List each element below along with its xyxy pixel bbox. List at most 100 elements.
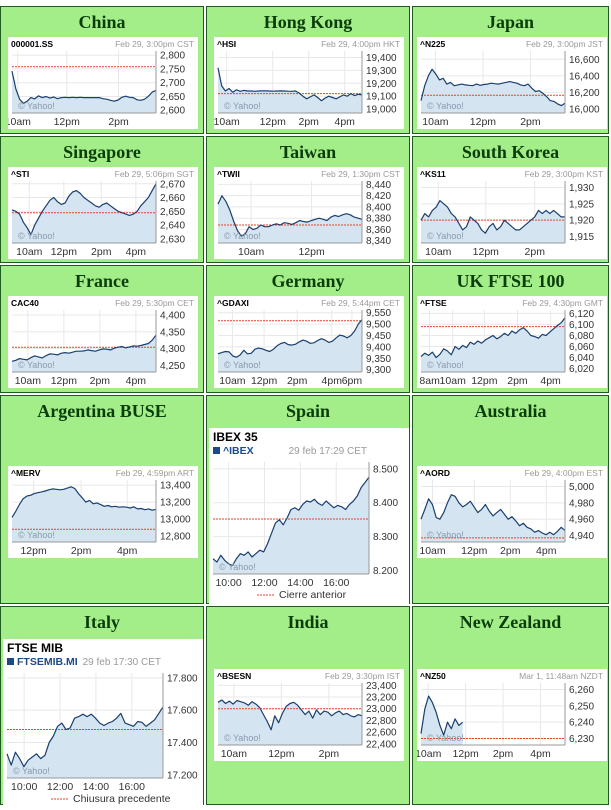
symbol-label[interactable]: ^BSESN — [217, 671, 251, 681]
timestamp: Feb 29, 5:30pm CET — [115, 298, 194, 308]
series-line — [11, 334, 157, 362]
chart-card[interactable]: 2,630 2,640 2,650 2,660 2,670 10am 12pm 2pm 4pm ^… — [8, 167, 198, 259]
x-tick-label: 12pm — [469, 116, 496, 128]
yahoo-watermark: © Yahoo! — [224, 360, 261, 370]
symbol-label[interactable]: ^TWII — [217, 169, 240, 179]
chart-card[interactable]: 4,940 4,960 4,980 5,000 10am 12pm 2pm 4pm ^AORD F… — [416, 466, 607, 558]
market-title: Argentina BUSE — [37, 401, 167, 421]
x-tick-label: 14:00 — [83, 781, 109, 793]
x-tick-label: 12pm — [472, 246, 499, 258]
x-tick-label: 12pm — [268, 748, 295, 760]
symbol-label[interactable]: FTSEMIB.MI — [17, 656, 78, 668]
x-tick-label: 10am — [219, 375, 246, 387]
x-tick-label: 16:00 — [119, 781, 145, 793]
x-tick-label: 12pm — [20, 545, 47, 557]
symbol-label[interactable]: ^GDAXI — [217, 298, 249, 308]
y-tick-label: 8,380 — [366, 214, 391, 225]
symbol-label[interactable]: ^NZ50 — [420, 671, 446, 681]
y-tick-label: 19,300 — [366, 66, 397, 77]
chart-card[interactable]: 22,400 22,600 22,800 23,000 23,200 23,400 10am… — [214, 669, 404, 761]
y-tick-label: 17.400 — [167, 738, 198, 749]
y-tick-label: 22,400 — [366, 739, 397, 750]
series-line — [419, 68, 565, 107]
symbol-label[interactable]: ^MERV — [11, 468, 41, 478]
chart-card[interactable]: 19,000 19,100 19,200 19,300 19,400 10am 12pm 2p… — [214, 37, 404, 129]
timestamp: Feb 29, 3:00pm JST — [525, 39, 602, 49]
symbol-label[interactable]: CAC40 — [11, 298, 39, 308]
market-cell-hong-kong: Hong Kong 19,000 19,100 19,200 19,300 19,400 1… — [206, 6, 410, 134]
timestamp: Feb 29, 3:00pm CST — [115, 39, 194, 49]
chart-card[interactable]: 16,000 16,200 16,400 16,600 10am 12pm 2pm ^N225… — [416, 37, 607, 129]
chart-svg: 16,000 16,200 16,400 16,600 10am 12pm 2pm ^N225… — [419, 39, 603, 128]
market-title: China — [78, 12, 126, 32]
x-tick-label: 2pm — [108, 116, 129, 128]
symbol-label[interactable]: ^HSI — [217, 39, 236, 49]
legend-label: Cierre anterior — [279, 589, 347, 601]
market-title: Singapore — [63, 142, 141, 162]
x-tick-label: 4pm — [126, 375, 147, 387]
market-title: Hong Kong — [263, 12, 353, 32]
chart-card[interactable]: 8,340 8,360 8,380 8,400 8,420 8,440 10am 12pm ^T… — [214, 167, 404, 259]
market-title: Australia — [474, 401, 547, 421]
x-tick-label: 2pm — [91, 246, 112, 258]
series-area — [213, 477, 369, 574]
chart-svg: 4,250 4,300 4,350 4,400 10am 12pm 2pm 4pm CAC40 F… — [11, 298, 194, 387]
series-area — [12, 486, 156, 542]
index-name: IBEX 35 — [213, 430, 258, 444]
chart-card[interactable]: 9,300 9,350 9,400 9,450 9,500 9,550 10am 12pm 2p… — [214, 296, 404, 388]
x-tick-label: 12:00 — [47, 781, 73, 793]
symbol-label[interactable]: ^KS11 — [420, 169, 446, 179]
chart-card[interactable]: 4,250 4,300 4,350 4,400 10am 12pm 2pm 4pm CAC40 F… — [8, 296, 198, 388]
x-tick-label: 10am — [16, 246, 43, 258]
chart-card[interactable]: 8.200 8.300 8.400 8.500 10:00 12:00 14:00 16:00… — [209, 428, 409, 606]
y-tick-label: 23,400 — [366, 681, 397, 692]
y-tick-label: 2,700 — [160, 78, 185, 89]
y-tick-label: 5,000 — [569, 482, 594, 493]
symbol-label[interactable]: ^STI — [11, 169, 29, 179]
timestamp: Feb 29, 5:44pm CET — [321, 298, 400, 308]
series-area — [420, 696, 463, 745]
symbol-label[interactable]: ^AORD — [420, 468, 450, 478]
chart-card[interactable]: 17.200 17.400 17.600 17.800 10:00 12:00 14:00 1… — [3, 639, 203, 810]
market-cell-italy: Italy 17.200 17.400 17.600 17.800 10:00 12:00 1… — [0, 606, 204, 810]
symbol-label[interactable]: 000001.SS — [11, 39, 53, 49]
x-tick-label: 4pm — [540, 375, 561, 387]
market-cell-france: France 4,250 4,300 4,350 4,400 10am 12pm 2pm 4pm… — [0, 265, 204, 393]
x-tick-label: 10am — [238, 246, 265, 258]
y-tick-label: 8.300 — [373, 532, 398, 543]
y-tick-label: 8,360 — [366, 225, 391, 236]
x-tick-label: 10am — [15, 375, 42, 387]
y-tick-label: 17.600 — [167, 706, 198, 717]
chart-card[interactable]: 6,020 6,040 6,060 6,080 6,100 6,120 8am 10am 12p… — [416, 296, 607, 388]
y-tick-label: 19,100 — [366, 92, 397, 103]
timestamp: Feb 29, 3:00pm KST — [524, 169, 602, 179]
chart-card[interactable]: 2,600 2,650 2,700 2,750 2,800 10am 12pm 2pm 0000… — [8, 37, 198, 129]
x-tick-label: 4pm — [530, 748, 551, 760]
chart-card[interactable]: 12,800 13,000 13,200 13,400 12pm 2pm 4pm ^MERV F… — [8, 466, 198, 558]
market-title: Germany — [271, 271, 345, 291]
y-tick-label: 6,120 — [569, 309, 594, 320]
y-tick-label: 16,200 — [569, 88, 600, 99]
x-tick-label: 10:00 — [215, 577, 241, 589]
yahoo-watermark: © Yahoo! — [224, 231, 261, 241]
market-cell-singapore: Singapore 2,630 2,640 2,650 2,660 2,670 10am 12… — [0, 136, 204, 263]
x-tick-label: 2pm — [319, 748, 340, 760]
yahoo-watermark: © Yahoo! — [18, 101, 55, 111]
symbol-label[interactable]: ^IBEX — [223, 445, 254, 457]
chart-card[interactable]: 1,915 1,920 1,925 1,930 10am 12pm 2pm ^KS11 Feb … — [416, 167, 607, 259]
symbol-label[interactable]: ^N225 — [420, 39, 446, 49]
y-tick-label: 8.400 — [373, 498, 398, 509]
timestamp: Feb 29, 4:59pm ART — [116, 468, 194, 478]
chart-card[interactable]: 6,230 6,240 6,250 6,260 10am 12pm 2pm 4pm ^NZ50 M… — [416, 669, 607, 761]
series-line — [217, 319, 363, 358]
y-tick-label: 16,600 — [569, 55, 600, 66]
symbol-label[interactable]: ^FTSE — [420, 298, 447, 308]
yahoo-watermark: © Yahoo! — [18, 530, 55, 540]
x-tick-label: 2pm — [299, 116, 320, 128]
y-tick-label: 16,000 — [569, 104, 600, 115]
timestamp: Feb 29, 4:30pm GMT — [522, 298, 603, 308]
